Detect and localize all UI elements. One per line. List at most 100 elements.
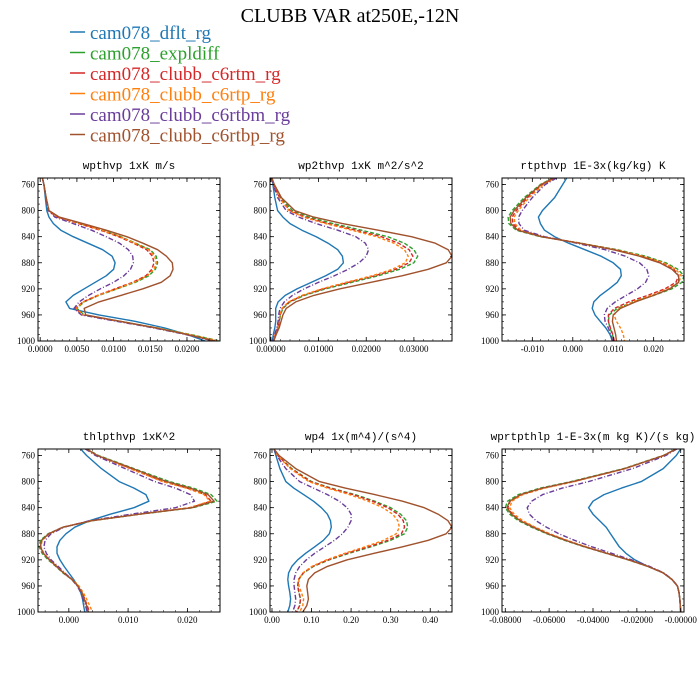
series-line-cam078_clubb_c6rtbp_rg	[39, 449, 215, 612]
series-line-cam078_clubb_c6rtbm_rg	[517, 178, 650, 341]
series-line-cam078_expldiff	[507, 178, 684, 341]
panel-2: wp2thvp 1xK m^2/s^2 760 800 840 880 920 960 100…	[249, 161, 453, 354]
y-tick-label: 960	[22, 581, 36, 591]
y-tick-label: 880	[486, 258, 500, 268]
y-tick-label: 960	[254, 310, 268, 320]
y-tick-label: 920	[22, 555, 36, 565]
y-tick-label: 880	[254, 529, 268, 539]
y-tick-label: 960	[254, 581, 268, 591]
y-tick-label: 1000	[481, 607, 500, 617]
panels: wpthvp 1xK m/s76080084088092096010000.00…	[17, 161, 697, 625]
panel-title: wp4 1x(m^4)/(s^4)	[305, 432, 417, 444]
plot-frame	[37, 448, 221, 613]
series-line-cam078_clubb_c6rtbm_rg	[43, 449, 196, 612]
y-tick-label: 800	[22, 206, 36, 216]
panel-title: thlpthvp 1xK^2	[83, 432, 175, 444]
y-tick-label: 880	[22, 258, 36, 268]
series-line-cam078_clubb_c6rtp_rg	[40, 449, 211, 612]
plot-frame	[37, 177, 221, 342]
y-tick-label: 960	[22, 310, 36, 320]
y-tick-label: 840	[486, 503, 500, 513]
figure-title: CLUBB VAR at250E,-12N	[241, 5, 460, 27]
x-tick-label: -0.06000	[533, 615, 566, 625]
x-tick-label: 0.0100	[101, 344, 126, 354]
legend-label-cam078_expldiff: cam078_expldiff	[90, 44, 220, 65]
y-tick-label: 800	[254, 477, 268, 487]
panel-1: wpthvp 1xK m/s 760 800 840 880 920 960 1000 0.00…	[17, 161, 221, 354]
x-tick-label: 0.00	[264, 615, 280, 625]
y-tick-label: 1000	[249, 336, 268, 346]
series-line-cam078_clubb_c6rtp_rg	[513, 178, 682, 341]
y-tick-label: 800	[486, 477, 500, 487]
x-tick-label: -0.00000	[665, 615, 698, 625]
series-line-cam078_expldiff	[271, 178, 419, 341]
panel-6: wprtpthlp 1-E-3x(m kg K)/(s kg) 760 800 840…	[481, 432, 697, 625]
y-tick-label: 920	[22, 284, 36, 294]
panel-title: wprtpthlp 1-E-3x(m kg K)/(s kg)	[491, 432, 696, 444]
legend: cam078_dflt_rgcam078_expldiffcam078_club…	[70, 23, 291, 147]
x-tick-label: 0.03000	[399, 344, 429, 354]
panel-title: wpthvp 1xK m/s	[83, 161, 175, 173]
y-tick-label: 840	[254, 232, 268, 242]
series-line-cam078_clubb_c6rtbp_rg	[506, 449, 682, 612]
x-tick-label: 0.010	[603, 344, 624, 354]
y-tick-label: 760	[486, 451, 500, 461]
y-tick-label: 760	[22, 180, 36, 190]
x-tick-label: 0.01000	[304, 344, 334, 354]
x-tick-label: 0.0150	[138, 344, 163, 354]
y-tick-label: 800	[254, 206, 268, 216]
y-tick-label: 1000	[17, 607, 36, 617]
plot-frame	[269, 177, 453, 342]
y-tick-label: 800	[486, 206, 500, 216]
x-tick-label: 0.00000	[256, 344, 286, 354]
y-tick-label: 960	[486, 310, 500, 320]
y-tick-label: 760	[486, 180, 500, 190]
y-tick-label: 1000	[249, 607, 268, 617]
series-line-cam078_clubb_c6rtbm_rg	[273, 449, 352, 612]
y-tick-label: 840	[254, 503, 268, 513]
panel-3: rtpthvp 1E-3x(kg/kg) K 760 800 840 880 920 960…	[481, 161, 685, 354]
x-tick-label: 0.0200	[175, 344, 200, 354]
y-tick-label: 880	[486, 529, 500, 539]
y-tick-label: 1000	[481, 336, 500, 346]
x-tick-label: 0.000	[563, 344, 584, 354]
y-tick-label: 880	[254, 258, 268, 268]
y-tick-label: 840	[22, 232, 36, 242]
x-tick-label: -0.02000	[621, 615, 654, 625]
panel-5: wp4 1x(m^4)/(s^4)76080084088092096010000…	[249, 432, 453, 625]
x-tick-label: 0.020	[644, 344, 665, 354]
series-line-cam078_clubb_c6rtbp_rg	[271, 178, 452, 341]
y-tick-label: 920	[254, 284, 268, 294]
series-line-cam078_clubb_c6rtbm_rg	[271, 178, 370, 341]
series-line-cam078_clubb_c6rtp_rg	[271, 178, 409, 341]
series-line-cam078_clubb_c6rtbp_rg	[509, 178, 680, 341]
series-line-cam078_clubb_c6rtbp_rg	[41, 178, 216, 341]
x-tick-label: 0.02000	[352, 344, 382, 354]
x-tick-label: 0.020	[177, 615, 198, 625]
series-line-cam078_dflt_rg	[273, 449, 332, 612]
y-tick-label: 920	[486, 555, 500, 565]
y-tick-label: 920	[254, 555, 268, 565]
y-tick-label: 840	[22, 503, 36, 513]
series-line-cam078_dflt_rg	[41, 178, 206, 341]
x-tick-label: -0.08000	[489, 615, 522, 625]
legend-label-cam078_dflt_rg: cam078_dflt_rg	[90, 23, 212, 44]
legend-label-cam078_clubb_c6rtbm_rg: cam078_clubb_c6rtbm_rg	[90, 105, 291, 126]
x-tick-label: 0.20	[343, 615, 359, 625]
x-tick-label: 0.10	[304, 615, 320, 625]
panel-title: wp2thvp 1xK m^2/s^2	[298, 161, 423, 173]
series-line-cam078_clubb_c6rtm_rg	[511, 178, 680, 341]
series-line-cam078_clubb_c6rtbm_rg	[41, 178, 215, 341]
x-tick-label: -0.04000	[577, 615, 610, 625]
legend-label-cam078_clubb_c6rtp_rg: cam078_clubb_c6rtp_rg	[90, 85, 276, 106]
x-tick-label: 0.000	[59, 615, 80, 625]
x-tick-label: 0.010	[118, 615, 139, 625]
y-tick-label: 1000	[17, 336, 36, 346]
y-tick-label: 760	[22, 451, 36, 461]
legend-label-cam078_clubb_c6rtm_rg: cam078_clubb_c6rtm_rg	[90, 64, 281, 85]
series-line-cam078_clubb_c6rtbp_rg	[273, 449, 452, 612]
y-tick-label: 760	[254, 451, 268, 461]
series-line-cam078_dflt_rg	[271, 178, 345, 341]
x-tick-label: 0.0050	[65, 344, 90, 354]
legend-label-cam078_clubb_c6rtbp_rg: cam078_clubb_c6rtbp_rg	[90, 126, 285, 147]
